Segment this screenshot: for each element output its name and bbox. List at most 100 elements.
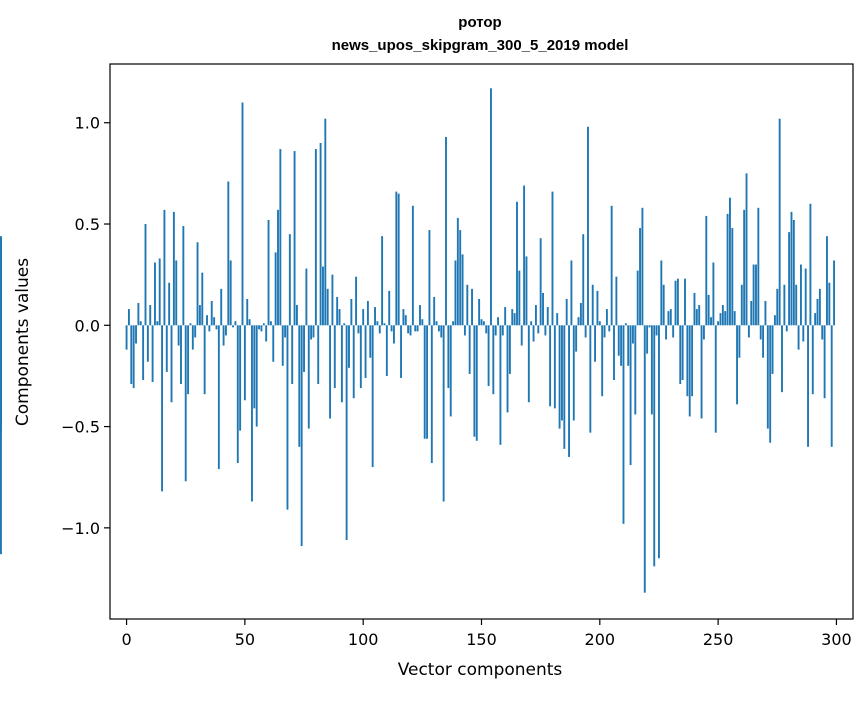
- bar-291: [814, 313, 817, 326]
- bar-235: [681, 325, 684, 380]
- bar-191: [577, 317, 580, 326]
- bar-82: [319, 143, 322, 326]
- bar-170: [527, 325, 530, 403]
- bar-157: [497, 317, 500, 326]
- bar-48: [239, 325, 242, 431]
- bar-198: [594, 325, 597, 362]
- bar-277: [781, 325, 783, 393]
- bar-174: [537, 325, 540, 334]
- bar-84: [324, 118, 327, 326]
- bar-202: [603, 325, 606, 338]
- bar-196: [589, 325, 592, 433]
- bar-254: [726, 213, 729, 326]
- y-tick-label: −1.0: [61, 519, 100, 538]
- bar-60: [267, 219, 270, 326]
- bar-undefined: [0, 262, 2, 326]
- bar-153: [487, 325, 490, 387]
- bar-87: [331, 274, 334, 326]
- bar-245: [705, 215, 708, 326]
- bar-261: [743, 209, 746, 326]
- bar-34: [206, 315, 208, 326]
- bar-251: [719, 313, 722, 326]
- bar-250: [717, 321, 720, 326]
- bar-272: [769, 325, 772, 443]
- bar-224: [655, 325, 658, 336]
- bar-246: [707, 294, 710, 326]
- bar-9: [146, 325, 149, 362]
- bar-280: [788, 232, 791, 326]
- bar-137: [449, 325, 452, 417]
- bar-63: [274, 252, 277, 326]
- bar-274: [773, 315, 776, 326]
- bar-57: [260, 325, 263, 332]
- bar-59: [265, 325, 268, 342]
- bar-102: [366, 300, 369, 326]
- bar-288: [807, 325, 809, 447]
- bar-166: [518, 270, 521, 326]
- bar-257: [733, 311, 736, 326]
- bar-119: [407, 325, 410, 334]
- bar-14: [158, 258, 161, 326]
- bar-292: [816, 298, 819, 326]
- bar-131: [435, 321, 438, 326]
- bar-94: [348, 325, 350, 368]
- bar-112: [390, 325, 393, 332]
- bar-231: [672, 325, 675, 338]
- bar-218: [641, 207, 644, 326]
- bar-225: [658, 325, 660, 559]
- bar-187: [568, 325, 570, 457]
- bar-70: [291, 325, 294, 385]
- bar-294: [821, 325, 824, 340]
- bar-239: [691, 325, 694, 397]
- bar-256: [731, 228, 734, 326]
- bar-175: [539, 238, 542, 326]
- bar-74: [300, 325, 303, 547]
- y-tick-label: 0.0: [75, 316, 100, 335]
- bar-281: [790, 211, 793, 326]
- bar-237: [686, 325, 689, 397]
- bar-273: [771, 325, 774, 374]
- bar-229: [667, 311, 670, 326]
- bar-214: [631, 325, 634, 344]
- bar-158: [499, 325, 502, 445]
- bar-190: [575, 325, 578, 352]
- bar-36: [210, 300, 213, 326]
- bar-0: [125, 325, 128, 350]
- bar-145: [468, 325, 471, 374]
- bar-217: [639, 228, 641, 326]
- bar-108: [381, 236, 384, 326]
- bar-103: [369, 325, 372, 358]
- x-tick-label: 250: [703, 630, 734, 649]
- bar-undefined: [0, 325, 2, 555]
- bar-75: [303, 325, 305, 372]
- bar-216: [636, 270, 639, 326]
- bar-127: [426, 325, 429, 439]
- bar-213: [629, 325, 632, 466]
- bar-270: [764, 300, 767, 326]
- bar-28: [191, 325, 194, 350]
- bar-113: [393, 325, 395, 344]
- bar-undefined: [0, 321, 2, 326]
- bar-43: [227, 181, 230, 326]
- bar-284: [797, 325, 800, 350]
- bar-243: [700, 325, 703, 419]
- bar-248: [712, 262, 715, 326]
- bar-55: [255, 325, 258, 427]
- bar-27: [189, 323, 192, 326]
- bar-240: [693, 292, 696, 326]
- bar-266: [755, 264, 757, 326]
- bar-76: [305, 268, 308, 326]
- bar-244: [702, 325, 705, 340]
- bar-171: [530, 321, 533, 326]
- bar-162: [508, 325, 511, 374]
- bar-24: [182, 226, 185, 326]
- bar-136: [447, 325, 450, 389]
- bar-22: [177, 325, 180, 346]
- bar-283: [795, 284, 798, 326]
- bar-65: [279, 149, 282, 326]
- y-tick-label: −0.5: [61, 418, 100, 437]
- bar-38: [215, 325, 218, 330]
- bar-223: [653, 325, 656, 567]
- bar-152: [485, 325, 488, 334]
- bar-151: [482, 321, 485, 326]
